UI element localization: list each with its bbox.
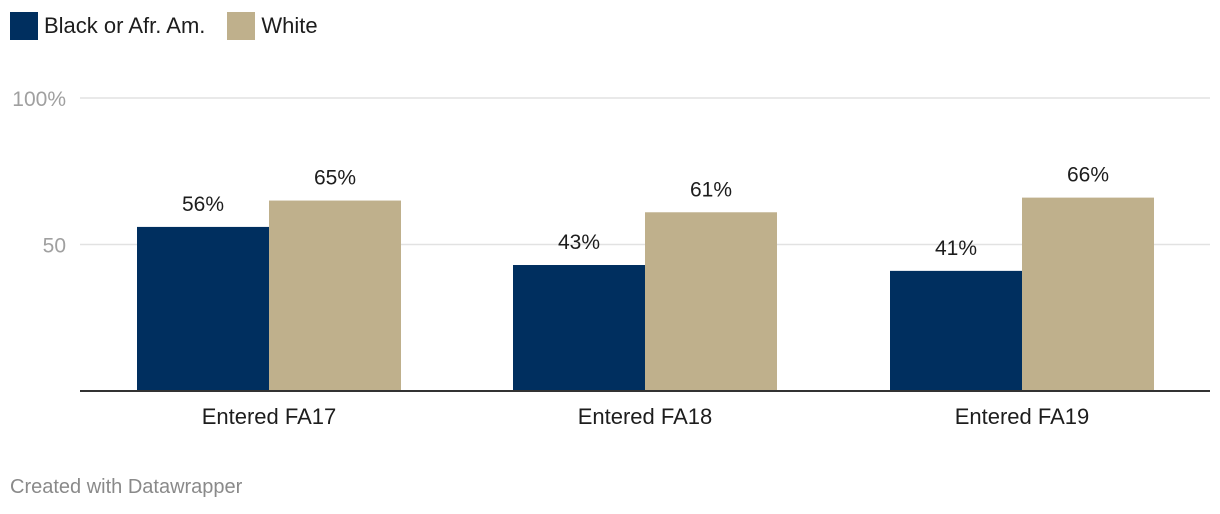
bar — [890, 270, 1022, 391]
legend-swatch-black — [10, 12, 38, 40]
bar — [137, 226, 269, 391]
data-label: 41% — [935, 237, 977, 260]
footer-credit: Created with Datawrapper — [10, 476, 243, 498]
legend: Black or Afr. Am. White — [10, 12, 318, 40]
bar-chart: 100% 50 56% 65% Entered FA17 43% 61% Entered FA… — [12, 88, 1210, 429]
legend-item-black: Black or Afr. Am. — [10, 12, 205, 40]
data-label: 56% — [182, 193, 224, 216]
bar — [645, 212, 777, 391]
x-tick-label: Entered FA17 — [202, 404, 337, 429]
data-label: 65% — [314, 167, 356, 190]
bar — [513, 265, 645, 391]
legend-item-white: White — [227, 12, 318, 40]
x-tick-label: Entered FA18 — [578, 404, 713, 429]
legend-label-black: Black or Afr. Am. — [44, 13, 206, 38]
x-tick-label: Entered FA19 — [955, 404, 1090, 429]
data-label: 43% — [558, 231, 600, 254]
legend-swatch-white — [227, 12, 256, 40]
bar — [1022, 197, 1154, 391]
legend-label-white: White — [261, 13, 318, 38]
data-label: 66% — [1067, 164, 1109, 187]
bar — [269, 200, 401, 391]
y-tick-label: 50 — [43, 235, 66, 258]
data-label: 61% — [690, 178, 732, 201]
y-tick-label: 100% — [12, 88, 66, 111]
